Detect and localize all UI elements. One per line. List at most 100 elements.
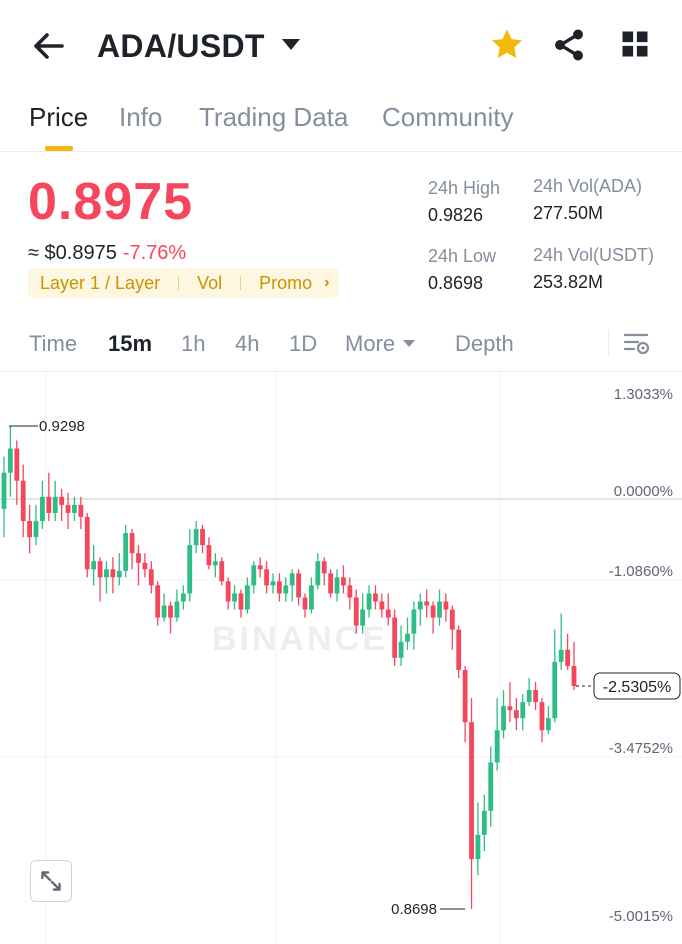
candle-body: [123, 533, 129, 571]
pair-title[interactable]: ADA/USDT: [97, 28, 265, 64]
candle-body: [296, 573, 302, 598]
high-label: 24h High: [428, 178, 501, 198]
candle-body: [276, 581, 282, 594]
candle-body: [8, 448, 13, 473]
candle-body: [270, 581, 276, 586]
tf-time[interactable]: Time: [29, 331, 78, 356]
candle-body: [302, 597, 308, 610]
candle-body: [366, 593, 372, 610]
tab-community[interactable]: Community: [382, 102, 514, 132]
candle-body: [200, 529, 205, 546]
candle-body: [33, 520, 39, 538]
tag-layer[interactable]: Layer 1 / Layer: [40, 272, 161, 293]
price-change: -7.76%: [122, 242, 187, 264]
candle-body: [315, 561, 321, 586]
y-axis-label: -5.0015%: [609, 908, 673, 925]
tab-price[interactable]: Price: [29, 102, 89, 132]
candle-body: [379, 601, 385, 610]
current-price-box: [593, 672, 681, 700]
candle-body: [78, 504, 84, 517]
share-icon[interactable]: [551, 27, 587, 63]
candle-body: [264, 569, 269, 586]
candle-body: [206, 545, 212, 566]
candle-body: [104, 569, 109, 578]
candle-body: [232, 593, 237, 602]
tab-info[interactable]: Info: [119, 102, 163, 132]
favorite-star-icon[interactable]: [488, 26, 526, 64]
tf-depth[interactable]: Depth: [455, 331, 514, 356]
pair-dropdown-icon[interactable]: [282, 39, 300, 50]
candle-body: [110, 569, 116, 578]
candle-body: [148, 569, 154, 586]
tf-more[interactable]: More: [345, 331, 396, 356]
candle-body: [193, 529, 199, 546]
candle-body: [52, 496, 58, 513]
candle-body: [507, 706, 513, 711]
y-axis-label: 1.3033%: [614, 386, 673, 403]
chevron-right-icon[interactable]: ›: [324, 274, 330, 291]
current-price-label: -2.5305%: [603, 679, 672, 696]
candle-body: [328, 573, 334, 594]
candle-body: [437, 601, 442, 618]
candlestick-chart[interactable]: BINANCE 1.3033% 0.0000% -1.0860% -3.4752% -5.…: [0, 372, 682, 944]
tag-vol[interactable]: Vol: [197, 272, 223, 293]
candle-body: [251, 565, 257, 586]
candle-body: [46, 496, 52, 513]
candle-body: [539, 702, 545, 731]
candle-body: [97, 561, 103, 578]
candle-body: [142, 562, 148, 570]
tag-separator: [240, 276, 242, 290]
candle-body: [405, 633, 410, 642]
candle-body: [72, 504, 77, 513]
toolbar-divider: [608, 330, 609, 356]
candle-body: [219, 561, 225, 582]
candle-body: [40, 496, 45, 521]
candle-body: [309, 585, 314, 610]
high-value: 0.9826: [428, 205, 484, 225]
candle-body: [411, 609, 417, 634]
y-axis-label: -3.4752%: [609, 740, 673, 757]
candle-body: [20, 480, 26, 521]
tag-strip[interactable]: Layer 1 / Layer Vol Promo ›: [28, 268, 340, 298]
tabs-divider: [0, 151, 682, 152]
candle-body: [1, 472, 7, 509]
back-arrow-icon[interactable]: [28, 26, 68, 66]
tf-1d[interactable]: 1D: [289, 331, 318, 356]
candle-body: [212, 561, 218, 566]
candle-body: [501, 706, 506, 731]
tag-promo[interactable]: Promo: [259, 272, 313, 293]
more-dropdown-icon[interactable]: [403, 340, 415, 347]
tab-trading-data[interactable]: Trading Data: [199, 102, 349, 132]
tf-15m[interactable]: 15m: [108, 331, 153, 356]
candle-body: [283, 585, 289, 594]
candle-body: [430, 605, 436, 618]
candle-body: [257, 565, 263, 570]
expand-chart-icon[interactable]: [30, 860, 72, 902]
candle-body: [168, 605, 173, 618]
tf-4h[interactable]: 4h: [235, 331, 260, 356]
candle-body: [341, 577, 346, 586]
grid-menu-icon[interactable]: [620, 29, 650, 59]
watermark-text: BINANCE: [212, 620, 388, 658]
chart-settings-icon[interactable]: [622, 330, 652, 358]
candle-body: [481, 810, 487, 835]
tf-1h[interactable]: 1h: [181, 331, 206, 356]
candle-body: [129, 533, 135, 554]
candle-body: [392, 617, 398, 658]
candle-body: [91, 561, 97, 570]
vol-quote-value: 253.82M: [533, 272, 604, 292]
candle-body: [475, 834, 481, 860]
candle-body: [526, 690, 532, 703]
vol-base-value: 277.50M: [533, 203, 604, 223]
candle-body: [84, 516, 90, 570]
candle-body: [520, 702, 526, 719]
candle-body: [488, 762, 494, 811]
candle-body: [244, 585, 250, 610]
vol-quote-label: 24h Vol(USDT): [533, 245, 655, 265]
candle-body: [65, 504, 71, 513]
candle-body: [513, 710, 519, 719]
low-label: 24h Low: [428, 246, 497, 266]
candle-body: [334, 577, 340, 594]
candle-body: [353, 597, 359, 626]
candle-body: [116, 570, 122, 578]
